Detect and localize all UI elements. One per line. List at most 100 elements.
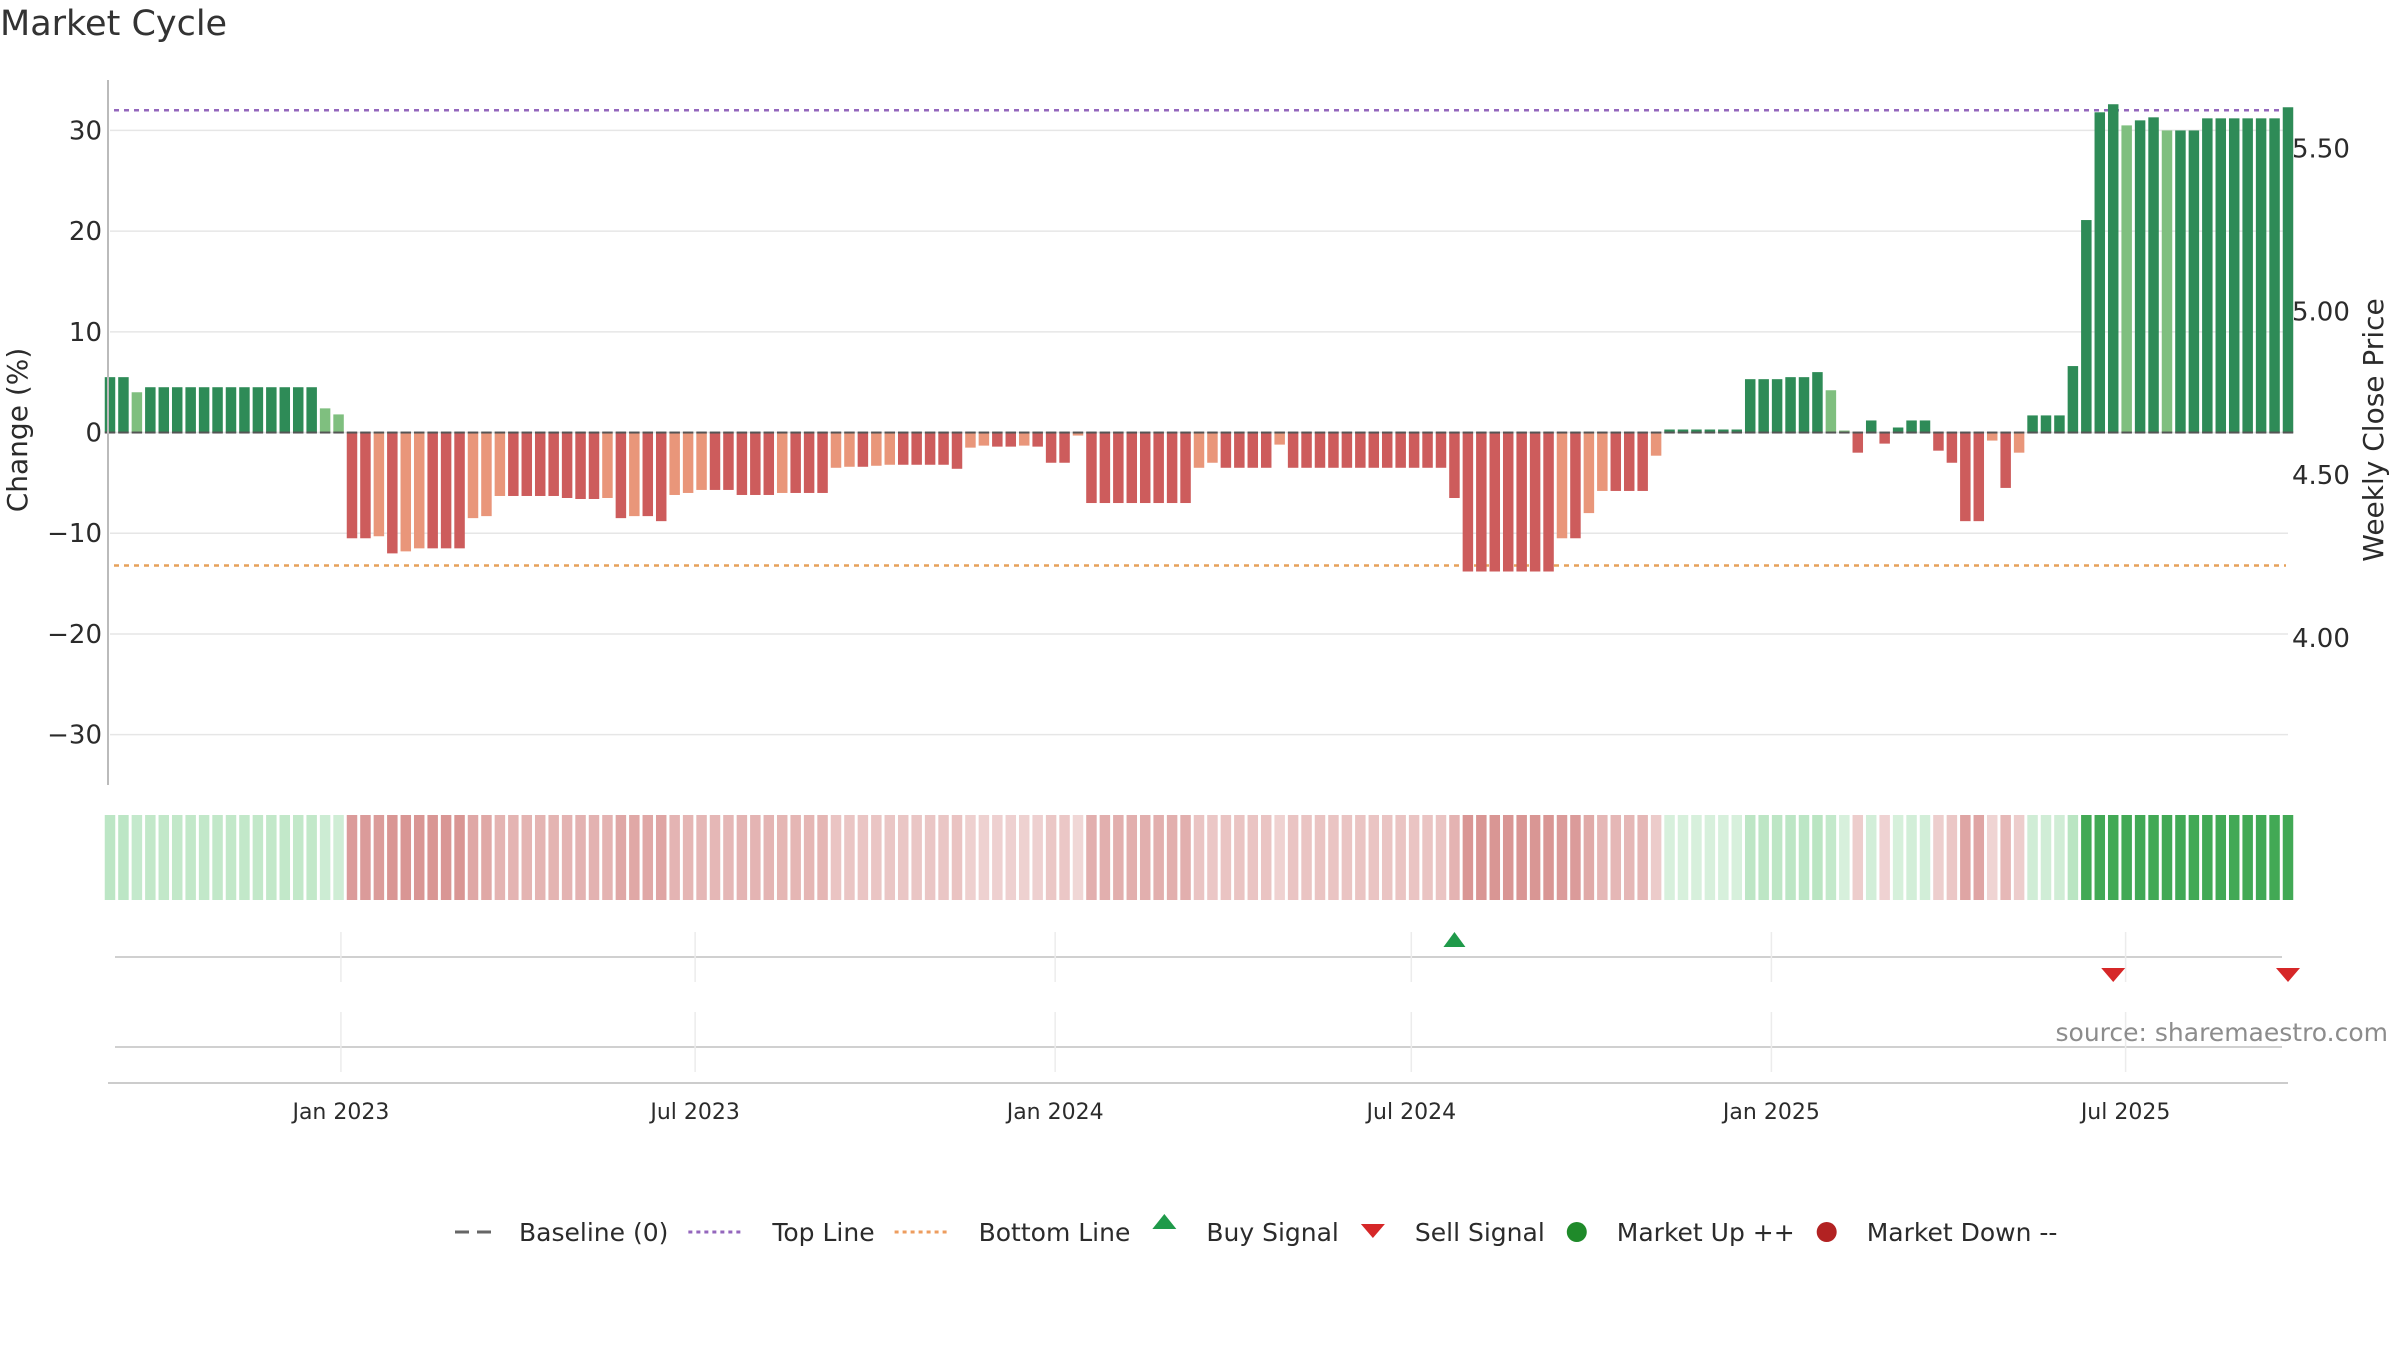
change-bar [158,387,170,433]
change-bar [252,387,264,433]
market-state-cell [481,815,492,900]
market-state-cell [830,815,842,900]
change-bar [1744,379,1756,433]
market-state-cell [1476,815,1487,900]
change-bar [1435,432,1447,468]
market-state-cell [1139,815,1151,900]
change-bar [2027,415,2038,433]
market-state-cell [1986,815,1998,900]
market-state-cell [992,815,1003,900]
market-state-cell [400,815,412,900]
change-bar [561,432,573,498]
change-bar [346,432,358,539]
change-bar [387,432,398,554]
change-bar [508,432,519,496]
market-state-cell [1341,815,1353,900]
market-state-cell [857,815,869,900]
market-state-cell [131,815,143,900]
market-state-cell [2148,815,2159,900]
change-bar [171,387,183,433]
market-state-cell [1113,815,1124,900]
change-bar [1220,432,1232,468]
market-state-cell [1489,815,1501,900]
market-state-cell [1220,815,1232,900]
change-bar [1852,432,1864,453]
market-state-cell [319,815,331,900]
change-bar [1986,432,1998,441]
change-bar [1825,390,1837,433]
change-bar [454,432,465,549]
axes: 30 20 10 0 −10 −20 −30 5.50 5.00 4.50 4.00 [47,80,2350,785]
change-bar [1328,432,1339,468]
x-tick-label: Jan 2025 [1721,1100,1820,1125]
market-state-cell [2040,815,2052,900]
market-state-cell [817,815,828,900]
market-state-cell [1395,815,1406,900]
market-state-cell [212,815,223,900]
change-bar [2134,120,2146,433]
market-state-cell [2202,815,2213,900]
market-state-cell [884,815,896,900]
change-bar [1516,432,1527,572]
change-bar [1623,432,1635,491]
change-bar [736,432,748,495]
legend-label: Buy Signal [1206,1218,1339,1247]
market-state-cell [1086,815,1097,900]
change-bar [1892,427,1904,433]
market-state-cell [1301,815,1312,900]
change-bar [615,432,627,519]
change-bar [1462,432,1474,572]
change-bar [1785,377,1796,433]
market-state-cell [1973,815,1985,900]
reference-lines [114,109,2286,567]
market-state-cell [2269,815,2280,900]
legend: Baseline (0) Top Line Bottom Line Buy Signa… [455,1214,2057,1247]
change-bar [2255,118,2267,433]
market-state-cell [1180,815,1191,900]
change-bar [306,387,317,433]
buy-signal-marker [1443,932,1466,947]
market-state-cell [1583,815,1595,900]
chart-title: Market Cycle [0,4,228,44]
y-axis-label-right: Weekly Close Price [2357,298,2390,561]
market-state-cell [642,815,654,900]
change-bar [1301,432,1312,468]
x-tick-label: Jul 2024 [1365,1100,1457,1125]
change-bar [118,377,129,433]
change-bar [1489,432,1501,572]
market-state-cell [1798,815,1810,900]
market-state-cell [1435,815,1447,900]
market-state-cell [1812,815,1823,900]
market-state-cell [588,815,600,900]
change-bar [1718,429,1729,433]
change-bar [1570,432,1581,539]
change-bar [1637,432,1648,491]
change-bar [185,387,196,433]
market-state-cell [1328,815,1339,900]
market-state-cell [225,815,237,900]
change-bar [776,432,788,493]
change-bar [897,432,909,465]
change-bar [1583,432,1595,514]
legend-item: Bottom Line [894,1218,1130,1247]
change-bar [534,432,546,496]
change-bar [2054,415,2065,433]
market-state-cell [2094,815,2106,900]
change-bar [373,432,385,537]
market-state-cell [1059,815,1070,900]
market-state-cell [360,815,371,900]
market-state-cell [1744,815,1756,900]
market-state-cell [736,815,748,900]
y-tick-left-label: 30 [69,116,102,146]
change-bar [1113,432,1124,504]
market-state-cell [1852,815,1864,900]
y-tick-left-label: 10 [69,318,102,348]
change-bar [400,432,412,552]
change-bar [1045,432,1057,463]
sell-signal-marker [2101,968,2126,982]
market-state-cell [1355,815,1366,900]
market-state-cell [1771,815,1783,900]
sell-signal-marker [2276,968,2300,982]
change-bar [763,432,775,495]
market-state-cell [2215,815,2227,900]
